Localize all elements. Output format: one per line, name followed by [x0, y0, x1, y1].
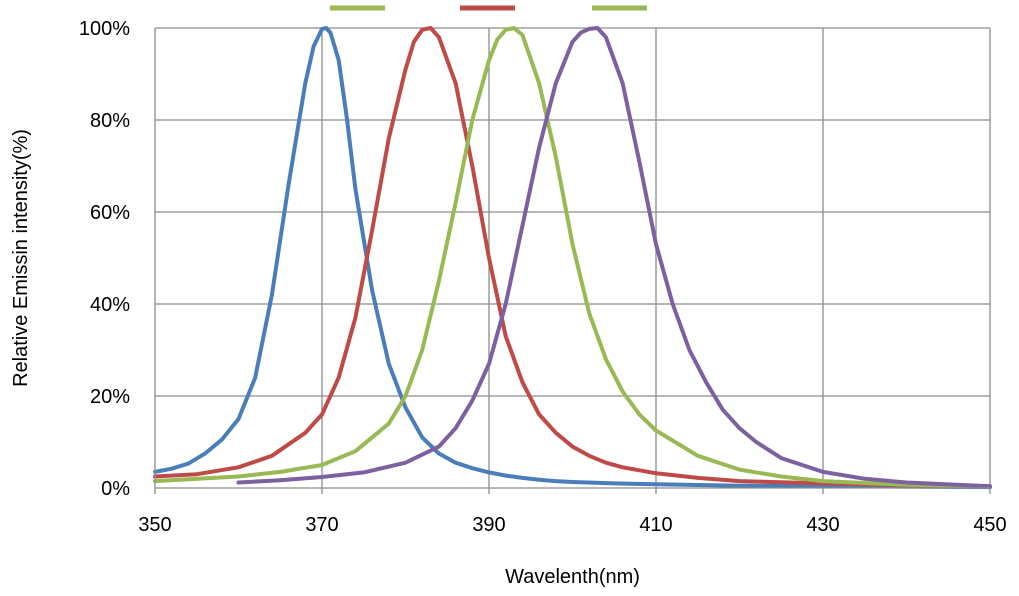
y-tick-label: 100% [79, 18, 130, 40]
series-line-2 [153, 26, 992, 489]
y-tick-label: 60% [90, 202, 130, 224]
y-tick-label: 20% [90, 386, 130, 408]
x-tick-label: 450 [973, 514, 1006, 536]
tick-labels: 0% 20% 40% 60% 80% 100% 350 370 390 410 430 450 [79, 18, 1007, 536]
series-lines [153, 26, 992, 490]
series-line-1 [153, 26, 992, 490]
x-tick-label: 410 [639, 514, 672, 536]
x-tick-label: 350 [138, 514, 171, 536]
y-axis-title: Relative Emissin intensity(%) [10, 129, 32, 387]
series-line-4 [236, 26, 992, 489]
x-axis-title: Wavelenth(nm) [505, 566, 640, 588]
x-tick-label: 390 [472, 514, 505, 536]
y-tick-label: 40% [90, 294, 130, 316]
x-tick-label: 370 [305, 514, 338, 536]
y-tick-label: 80% [90, 110, 130, 132]
series-line-3 [153, 26, 992, 489]
axes [154, 28, 991, 494]
grid-lines [155, 27, 991, 488]
x-tick-label: 430 [806, 514, 839, 536]
y-tick-label: 0% [101, 478, 130, 500]
